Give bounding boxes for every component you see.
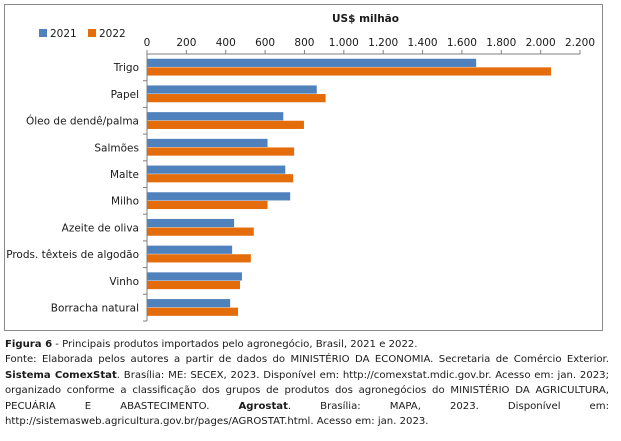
chart-frame: US$ milhão 0 200 400 600 800 1.000 1.200 1.400 1.… xyxy=(4,4,603,331)
source-text-3: . Brasília: MAPA, 2023. Disponível em: h… xyxy=(5,400,609,428)
source-bold-2: Agrostat xyxy=(238,400,288,412)
x-tick-label: 1.600 xyxy=(447,37,477,49)
bar-2022 xyxy=(147,200,268,210)
category-label: Óleo de dendê/palma xyxy=(26,115,139,128)
bar-2021 xyxy=(147,165,286,174)
legend-label-2021: 2021 xyxy=(50,28,77,40)
category-label: Azeite de oliva xyxy=(62,222,139,234)
bar-2021 xyxy=(147,112,284,121)
bar-2021 xyxy=(147,218,235,228)
x-tick-label: 1.000 xyxy=(329,37,359,49)
chart-svg: US$ milhão 0 200 400 600 800 1.000 1.200 1.400 1.… xyxy=(6,13,595,322)
category-label: Papel xyxy=(111,89,139,101)
bar-2022 xyxy=(147,227,254,236)
category-label: Trigo xyxy=(113,62,139,74)
bar-2021 xyxy=(147,299,231,308)
legend-label-2022: 2022 xyxy=(99,28,126,40)
bar-2021 xyxy=(147,272,242,281)
category-label: Malte xyxy=(110,169,139,181)
figure-caption: Figura 6 - Principais produtos importado… xyxy=(5,337,609,429)
x-tick-label: 400 xyxy=(216,37,236,49)
bar-2021 xyxy=(147,85,317,94)
source-text-2: . Brasília: ME: SECEX, 2023. Disponível … xyxy=(5,369,609,412)
x-tick-label: 200 xyxy=(176,37,196,49)
bar-2022 xyxy=(147,280,241,290)
bar-2021 xyxy=(147,192,291,201)
category-label: Salmões xyxy=(94,142,139,154)
bar-2022 xyxy=(147,94,326,103)
x-tick-label: 1.400 xyxy=(408,37,438,49)
x-axis-title: US$ milhão xyxy=(332,13,399,25)
x-tick-label: 800 xyxy=(294,37,314,49)
legend-swatch-2021 xyxy=(39,29,47,37)
category-label: Milho xyxy=(111,196,139,208)
caption-figure-text: - Principais produtos importados pelo ag… xyxy=(52,339,418,350)
bar-2022 xyxy=(147,67,551,76)
x-tick-label: 0 xyxy=(144,37,151,49)
category-label: Prods. têxteis de algodão xyxy=(6,249,139,261)
legend-swatch-2022 xyxy=(88,29,96,37)
bar-2022 xyxy=(147,254,251,263)
caption-source: Fonte: Elaborada pelos autores a partir … xyxy=(5,352,609,429)
source-bold-1: Sistema ComexStat xyxy=(5,369,117,381)
bar-2021 xyxy=(147,138,268,148)
bar-2021 xyxy=(147,245,233,254)
bar-2022 xyxy=(147,147,295,156)
bar-2022 xyxy=(147,307,239,316)
bar-2022 xyxy=(147,120,304,129)
x-tick-label: 600 xyxy=(255,37,275,49)
bar-2022 xyxy=(147,174,294,183)
category-label: Borracha natural xyxy=(51,302,139,314)
x-tick-label: 2.000 xyxy=(526,37,556,49)
x-tick-label: 1.800 xyxy=(486,37,516,49)
x-tick-label: 2.200 xyxy=(565,37,595,49)
x-tick-label: 1.200 xyxy=(368,37,398,49)
source-text-1: Fonte: Elaborada pelos autores a partir … xyxy=(5,354,609,366)
category-label: Vinho xyxy=(109,276,139,288)
caption-figure-label: Figura 6 xyxy=(5,339,53,350)
caption-title: Figura 6 - Principais produtos importado… xyxy=(5,337,609,352)
bar-2021 xyxy=(147,58,477,67)
